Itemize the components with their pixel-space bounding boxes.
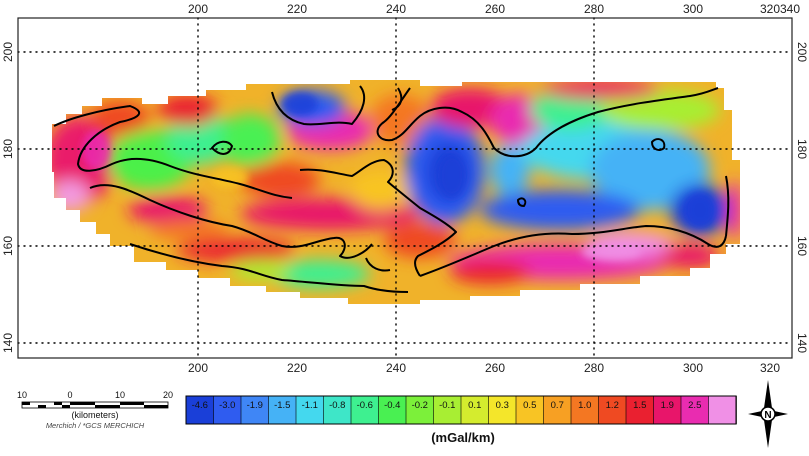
legend-value-label: 0.5 xyxy=(523,400,536,411)
x-tick-label: 300 xyxy=(683,2,703,16)
legend-value-label: 0.1 xyxy=(468,400,481,411)
scale-tick-label: 10 xyxy=(115,390,125,400)
contour-line xyxy=(129,243,409,293)
legend-value-label: -0.1 xyxy=(439,400,455,411)
legend-value-label: -1.9 xyxy=(247,400,263,411)
contour-line xyxy=(299,159,457,277)
legend-frame xyxy=(185,395,737,425)
projection-label: Merchich / *GCS MERCHICH xyxy=(46,421,145,430)
graticule xyxy=(17,17,793,359)
legend-value-label: -0.6 xyxy=(357,400,373,411)
y-tick-label: 140 xyxy=(1,333,15,353)
y-tick-label: 180 xyxy=(795,139,809,159)
x-tick-label: 340 xyxy=(780,2,800,16)
contour-line xyxy=(391,87,403,111)
legend-swatch xyxy=(323,395,352,425)
x-tick-label: 300 xyxy=(683,361,703,375)
scale-tick-label: 10 xyxy=(17,390,27,400)
axis-bottom: 200 220 240 260 280 300 320 xyxy=(188,361,780,375)
legend-value-label: -1.1 xyxy=(302,400,318,411)
north-label: N xyxy=(764,410,771,421)
legend-swatch xyxy=(268,395,297,425)
legend-value-label: 1.5 xyxy=(633,400,646,411)
x-tick-label: 240 xyxy=(386,2,406,16)
legend-value-label: 1.9 xyxy=(661,400,674,411)
legend-value-label: 1.0 xyxy=(578,400,591,411)
x-tick-label: 200 xyxy=(188,2,208,16)
y-tick-label: 200 xyxy=(1,42,15,62)
x-tick-label: 200 xyxy=(188,361,208,375)
x-tick-label: 280 xyxy=(584,2,604,16)
legend-swatch xyxy=(708,395,737,425)
axis-top: 200 220 240 260 280 300 320 340 xyxy=(188,2,800,16)
legend-value-label: -0.2 xyxy=(412,400,428,411)
legend-value-label: 1.2 xyxy=(606,400,619,411)
x-tick-label: 320 xyxy=(760,2,780,16)
contour-line xyxy=(376,87,719,158)
legend-value-label: 0.3 xyxy=(496,400,509,411)
x-tick-label: 320 xyxy=(760,361,780,375)
axis-right: 200 180 160 140 xyxy=(795,42,809,353)
x-tick-label: 220 xyxy=(287,2,307,16)
contour-line xyxy=(89,184,373,259)
x-tick-label: 260 xyxy=(485,2,505,16)
scale-unit: (kilometers) xyxy=(71,410,118,420)
legend-swatch xyxy=(543,395,572,425)
legend-swatch xyxy=(680,395,710,425)
zero-contours xyxy=(53,85,730,293)
x-tick-label: 220 xyxy=(287,361,307,375)
legend-value-label: 0.7 xyxy=(551,400,564,411)
map-frame xyxy=(17,17,793,359)
y-tick-label: 140 xyxy=(795,333,809,353)
legend-value-label: -0.4 xyxy=(384,400,400,411)
scale-tick-label: 20 xyxy=(163,390,173,400)
contour-line xyxy=(725,175,730,237)
contour-line xyxy=(53,105,293,199)
y-tick-label: 160 xyxy=(1,236,15,256)
contour-line xyxy=(517,197,527,207)
color-legend: -4.6 -3.0 -1.9 -1.5 -1.1 -0.8 -0.6 -0.4 -0.2 -0.1… xyxy=(185,395,737,445)
north-arrow-icon xyxy=(764,380,772,412)
legend-swatch xyxy=(405,395,435,425)
y-tick-label: 180 xyxy=(1,139,15,159)
legend-value-label: -0.8 xyxy=(329,400,345,411)
legend-value-label: -4.6 xyxy=(192,400,208,411)
contour-line xyxy=(651,138,666,151)
x-tick-label: 260 xyxy=(485,361,505,375)
contour-line xyxy=(211,140,233,155)
scale-bar: 10 0 10 20 (kilometers) Merchich / *GCS … xyxy=(17,390,173,430)
legend-swatch xyxy=(653,395,682,425)
legend-swatch xyxy=(378,395,407,425)
legend-value-label: -3.0 xyxy=(219,400,235,411)
legend-value-label: -1.5 xyxy=(274,400,290,411)
north-arrow: N xyxy=(748,380,788,448)
legend-value-label: 2.5 xyxy=(688,400,701,411)
contour-line xyxy=(365,257,391,272)
x-tick-label: 240 xyxy=(386,361,406,375)
axis-left: 200 180 160 140 xyxy=(1,42,15,353)
x-tick-label: 280 xyxy=(584,361,604,375)
contour-line xyxy=(419,225,727,277)
y-tick-label: 200 xyxy=(795,42,809,62)
y-tick-label: 160 xyxy=(795,236,809,256)
legend-unit: (mGal/km) xyxy=(431,430,495,445)
contour-line xyxy=(271,85,366,126)
scale-tick-label: 0 xyxy=(67,390,72,400)
